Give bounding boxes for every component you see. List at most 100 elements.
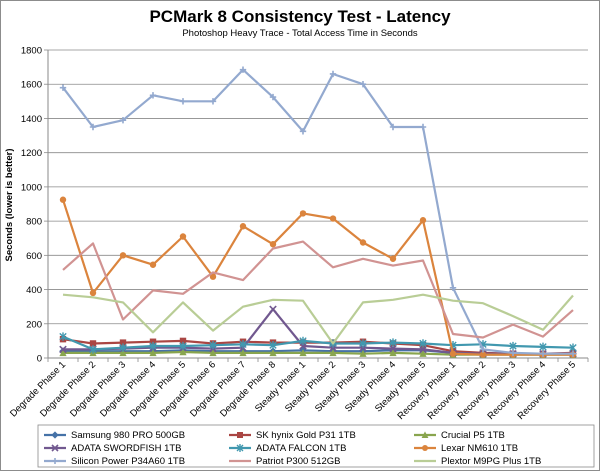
data-point — [119, 339, 127, 346]
x-tick-label: Recovery Phase 5 — [515, 359, 578, 422]
legend-box — [37, 424, 595, 468]
data-point — [419, 339, 427, 348]
series-line — [62, 68, 573, 355]
data-point — [149, 261, 157, 268]
data-point — [359, 239, 367, 246]
data-point — [59, 332, 67, 341]
data-point — [329, 349, 337, 357]
legend-label: Patriot P300 512GB — [256, 456, 341, 467]
data-point — [329, 215, 337, 222]
data-point — [59, 345, 67, 354]
data-point — [149, 92, 157, 99]
data-point — [479, 346, 487, 353]
data-point — [179, 98, 187, 105]
data-point — [149, 349, 157, 357]
data-point — [479, 351, 487, 358]
data-point — [119, 252, 127, 259]
data-point — [419, 349, 427, 357]
y-tick-label: 1600 — [21, 80, 42, 91]
data-point — [269, 340, 277, 350]
data-point — [179, 341, 187, 351]
legend-label: Lexar NM610 1TB — [441, 443, 518, 454]
data-point — [359, 81, 367, 88]
data-point — [209, 349, 217, 357]
data-point — [239, 223, 247, 230]
legend-marker — [237, 432, 243, 438]
data-point — [179, 233, 187, 240]
data-point — [149, 338, 157, 345]
data-point — [119, 343, 127, 352]
data-point — [299, 210, 307, 217]
data-point — [119, 349, 127, 357]
data-point — [89, 289, 97, 297]
legend: Samsung 980 PRO 500GB SK hynix Gold P31 1… — [37, 424, 595, 468]
data-point — [179, 337, 187, 345]
data-point — [389, 349, 397, 357]
data-point — [209, 273, 217, 280]
data-point — [359, 339, 367, 348]
y-tick-label: 1000 — [21, 182, 42, 193]
data-point — [239, 340, 247, 349]
data-point — [389, 338, 397, 347]
data-point — [89, 345, 97, 354]
data-point — [359, 349, 367, 357]
legend-label: Samsung 980 PRO 500GB — [71, 430, 185, 441]
data-point — [389, 255, 397, 262]
data-point — [509, 341, 517, 351]
y-tick-label: 1400 — [21, 114, 42, 125]
y-tick-label: 1800 — [21, 46, 42, 57]
data-point — [209, 340, 217, 350]
plot-area: 020040060080010001200140016001800Degrade… — [8, 46, 589, 422]
data-point — [59, 84, 67, 91]
data-point — [419, 345, 427, 354]
series-line — [62, 293, 574, 345]
data-point — [389, 123, 397, 131]
data-point — [209, 98, 217, 105]
legend-label: Silicon Power P34A60 1TB — [71, 456, 185, 467]
data-point — [449, 284, 457, 292]
data-point — [269, 305, 277, 313]
data-point — [59, 349, 67, 357]
data-point — [89, 123, 97, 131]
legend-marker — [422, 445, 428, 451]
data-point — [179, 348, 187, 356]
data-point — [569, 350, 577, 357]
legend-marker — [236, 444, 244, 452]
data-point — [89, 340, 97, 347]
series-line — [61, 199, 573, 356]
legend-label: SK hynix Gold P31 1TB — [256, 430, 356, 441]
legend-label: ADATA FALCON 1TB — [256, 443, 346, 454]
legend-marker — [421, 431, 429, 438]
y-axis-label: Seconds (lower is better) — [4, 149, 15, 262]
y-tick-label: 400 — [26, 285, 42, 296]
legend-label: ADATA SWORDFISH 1TB — [71, 443, 182, 454]
legend-marker — [52, 458, 58, 464]
data-point — [299, 128, 307, 135]
data-point — [299, 336, 307, 346]
legend-marker — [51, 431, 59, 439]
y-tick-label: 1200 — [21, 148, 42, 159]
data-point — [269, 241, 277, 248]
data-point — [239, 66, 247, 73]
data-point — [419, 123, 427, 131]
series-line — [62, 240, 574, 339]
data-point — [269, 93, 277, 101]
data-point — [539, 350, 547, 357]
data-point — [299, 349, 307, 357]
data-point — [449, 350, 457, 357]
data-point — [329, 70, 337, 78]
data-point — [419, 217, 427, 224]
y-tick-label: 0 — [37, 354, 42, 365]
data-point — [389, 344, 397, 353]
data-point — [239, 349, 247, 357]
legend-label: Crucial P5 1TB — [441, 430, 505, 441]
data-point — [539, 342, 547, 352]
legend-marker — [51, 444, 59, 452]
data-point — [149, 341, 157, 351]
y-tick-label: 600 — [26, 251, 42, 262]
chart-subtitle: Photoshop Heavy Trace - Total Access Tim… — [182, 28, 418, 39]
data-point — [269, 349, 277, 357]
chart-title: PCMark 8 Consistency Test - Latency — [149, 7, 451, 26]
